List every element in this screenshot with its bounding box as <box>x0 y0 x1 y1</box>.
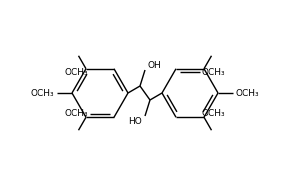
Text: OH: OH <box>148 61 162 70</box>
Text: OCH₃: OCH₃ <box>202 109 225 118</box>
Text: OCH₃: OCH₃ <box>202 68 225 77</box>
Text: OCH₃: OCH₃ <box>236 88 259 97</box>
Text: OCH₃: OCH₃ <box>65 68 88 77</box>
Text: HO: HO <box>128 117 142 125</box>
Text: OCH₃: OCH₃ <box>65 109 88 118</box>
Text: OCH₃: OCH₃ <box>30 88 54 97</box>
